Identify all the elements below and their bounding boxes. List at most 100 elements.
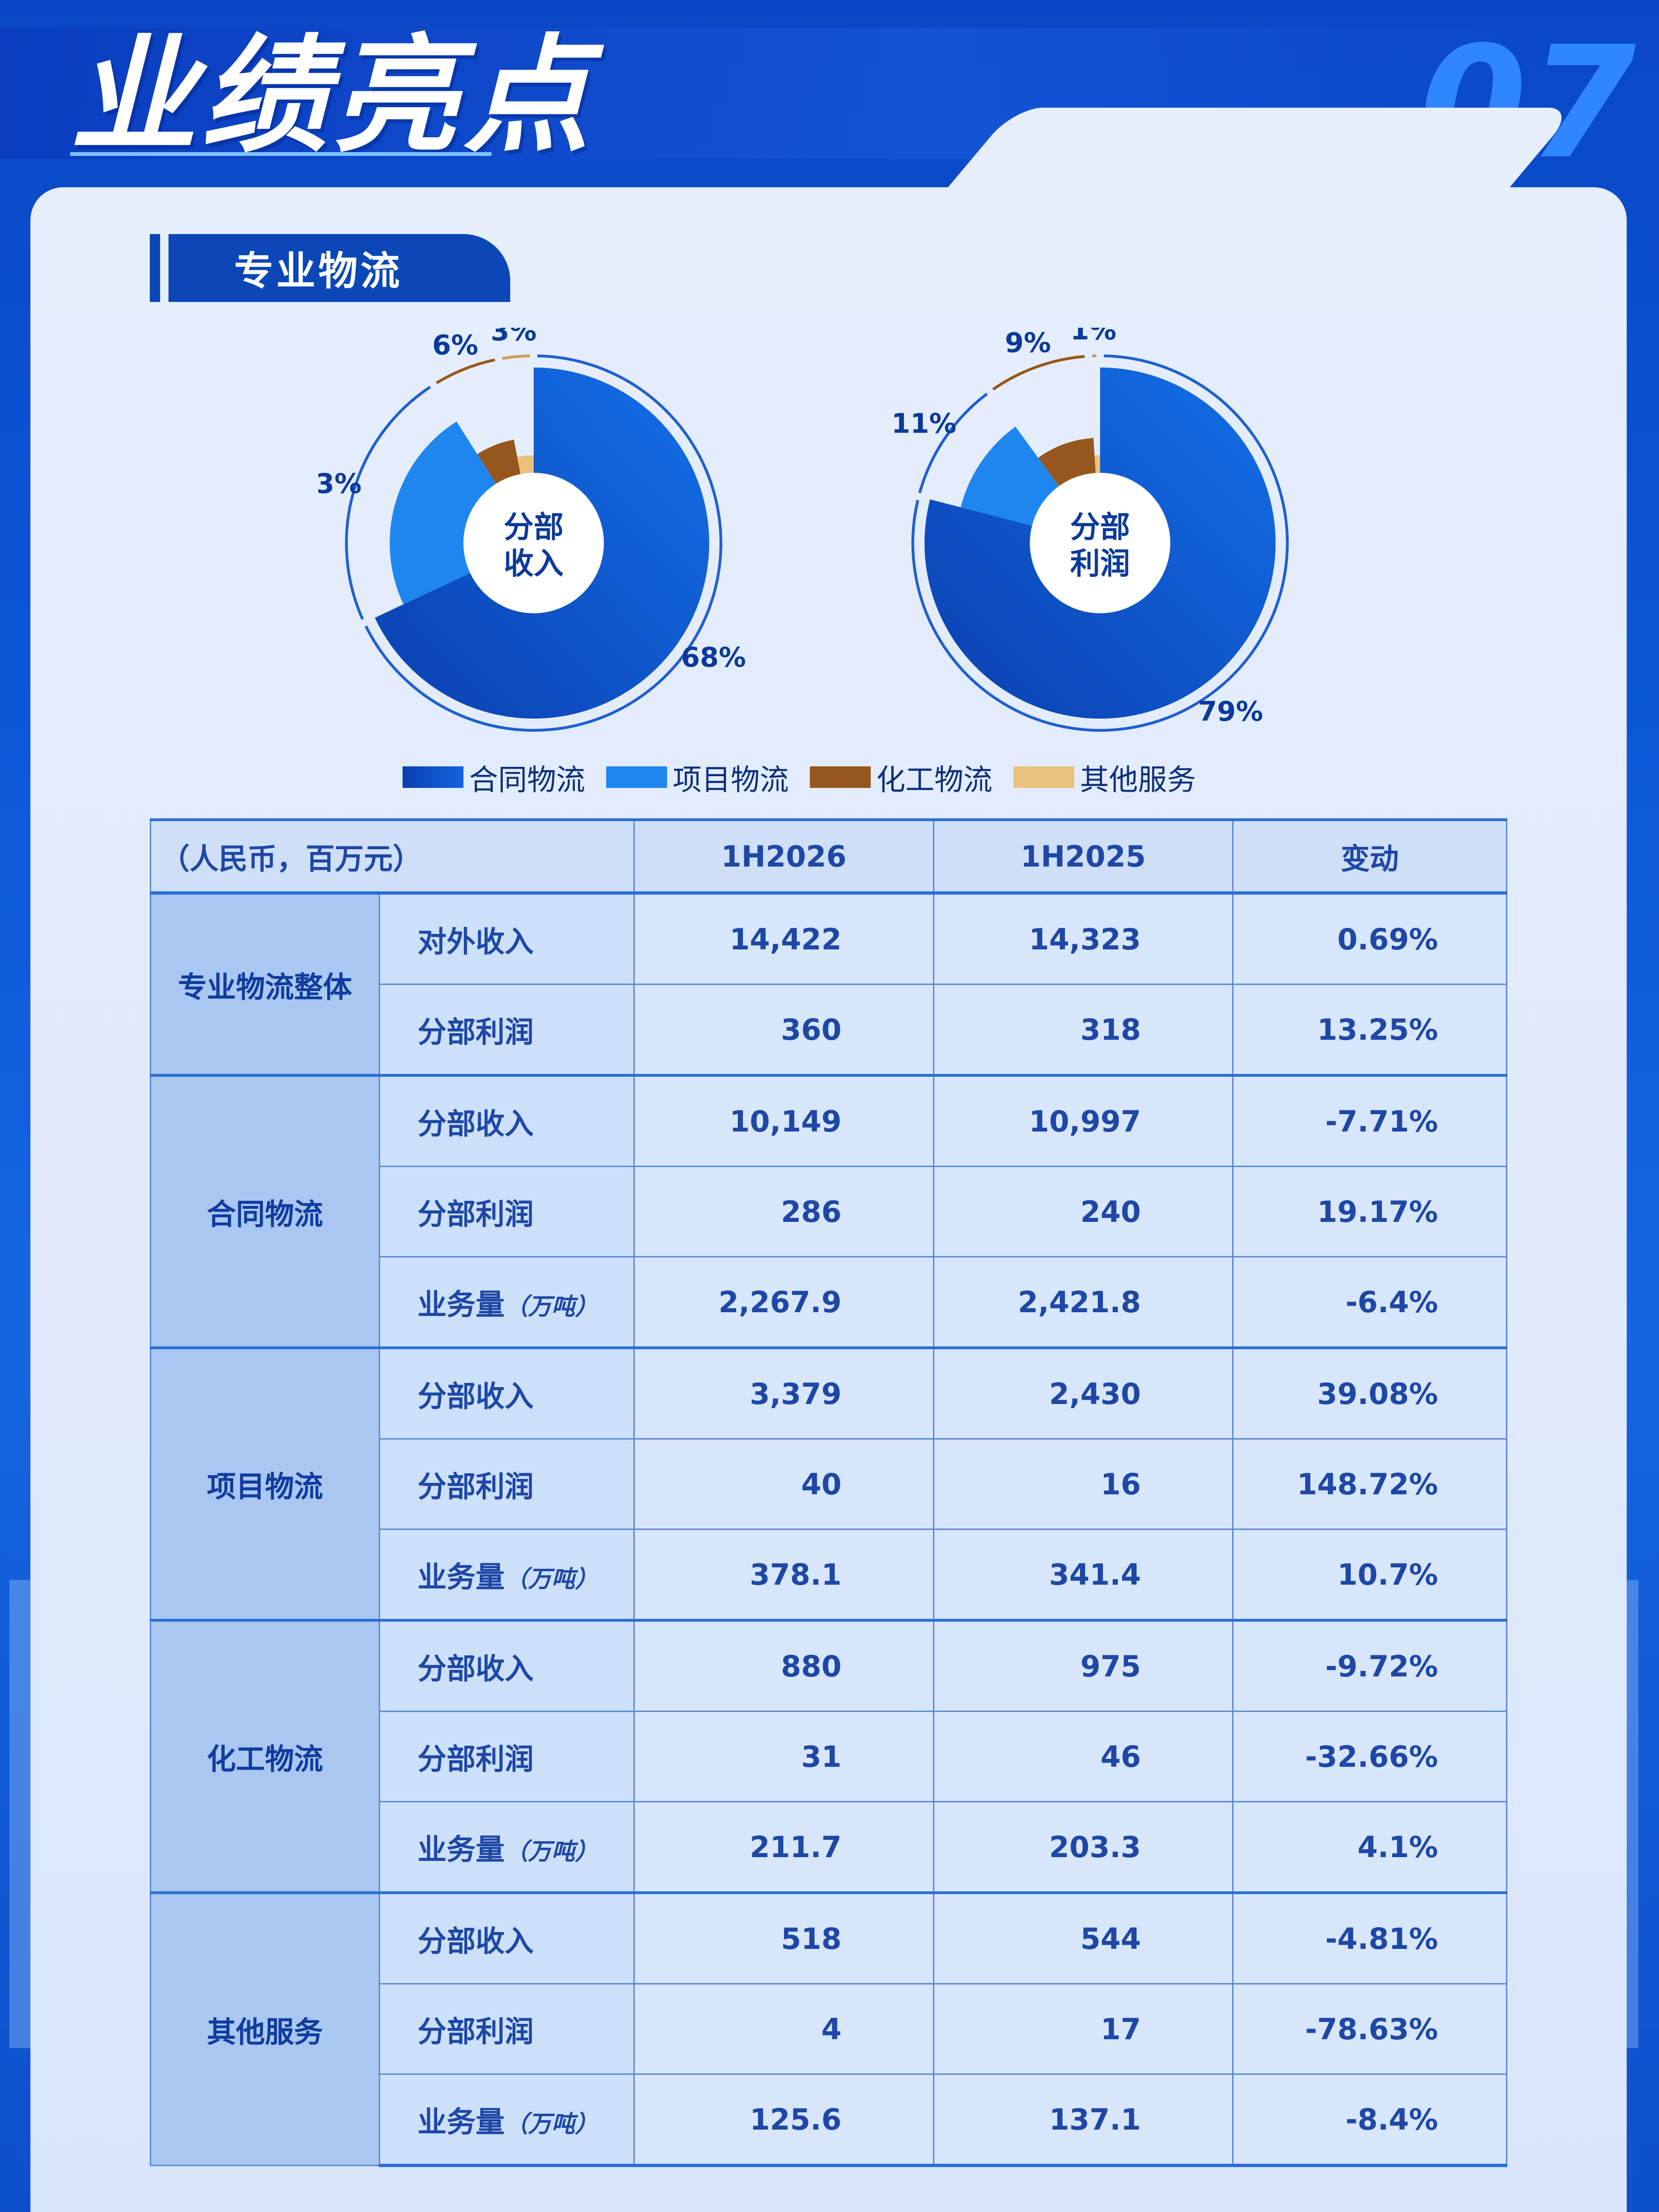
pie-percent-label: 11% <box>891 407 956 439</box>
metric-cell: 分部利润 <box>378 1166 635 1257</box>
table-row: 分部利润 286 240 19.17% <box>151 1166 1507 1257</box>
value-1h2025: 10,997 <box>932 1074 1234 1167</box>
value-1h2025: 17 <box>932 1983 1234 2075</box>
metric-label: 业务量 <box>418 1560 505 1594</box>
table-row: 分部利润 40 16 148.72% <box>151 1438 1507 1530</box>
ring-arc <box>911 354 1289 732</box>
section-title: 专业物流 <box>234 248 403 294</box>
value-change: -8.4% <box>1232 2073 1507 2167</box>
value-1h2026: 125.6 <box>633 2073 934 2167</box>
table-row: 项目物流 分部收入 3,379 2,430 39.08% <box>150 1346 1507 1621</box>
value-1h2026: 40 <box>633 1438 934 1530</box>
legend-label: 化工物流 <box>876 763 993 797</box>
metric-cell: 分部利润 <box>378 984 635 1076</box>
metric-cell: 分部利润 <box>378 1438 635 1530</box>
ring-arc <box>502 354 530 360</box>
metric-label: 分部收入 <box>418 1379 534 1413</box>
header-1h2026: 1H2026 <box>633 818 934 895</box>
section-tag: 专业物流 <box>150 234 510 302</box>
pie-percent-label: 3% <box>491 328 536 347</box>
legend-label: 项目物流 <box>673 763 789 797</box>
value-1h2025: 975 <box>932 1619 1234 1712</box>
value-1h2026: 2,267.9 <box>633 1256 934 1349</box>
value-1h2026: 10,149 <box>633 1074 934 1167</box>
metric-label: 分部收入 <box>418 1107 534 1141</box>
value-1h2026: 286 <box>633 1166 934 1257</box>
table-row: 分部利润 4 17 -78.63% <box>151 1983 1507 2075</box>
pie-percent-label: 79% <box>1198 696 1263 728</box>
ring-arc <box>918 392 988 493</box>
metric-label: 分部利润 <box>418 1470 534 1504</box>
metric-cell: 业务量（万吨） <box>378 2073 635 2167</box>
pie-percent-label: 68% <box>681 641 746 673</box>
pie-center-label: 收入 <box>504 547 564 581</box>
metric-label: 分部利润 <box>418 1742 534 1776</box>
legend-swatch <box>1013 766 1075 788</box>
value-1h2025: 2,430 <box>932 1346 1234 1440</box>
value-change: 39.08% <box>1232 1346 1507 1440</box>
value-1h2025: 46 <box>932 1711 1234 1802</box>
ring-arc <box>364 354 722 732</box>
value-1h2025: 14,323 <box>932 891 1234 985</box>
legend-item: 化工物流 <box>810 756 992 798</box>
value-change: -7.71% <box>1232 1074 1507 1167</box>
group-name: 专业物流整体 <box>150 891 380 1076</box>
value-change: 19.17% <box>1232 1166 1507 1257</box>
metric-cell: 分部收入 <box>378 1074 635 1167</box>
header-1h2025: 1H2025 <box>932 818 1234 895</box>
group-name: 化工物流 <box>150 1619 380 1894</box>
value-change: 10.7% <box>1232 1529 1507 1621</box>
pie-center-label: 分部 <box>504 510 564 545</box>
legend-label: 合同物流 <box>469 763 586 797</box>
table-row: 分部利润 360 318 13.25% <box>151 984 1507 1076</box>
value-1h2026: 211.7 <box>633 1801 934 1894</box>
metric-unit: （万吨） <box>505 1293 599 1320</box>
group-name: 项目物流 <box>150 1346 380 1621</box>
value-change: 4.1% <box>1232 1801 1507 1894</box>
legend-item: 项目物流 <box>606 756 789 798</box>
value-change: -6.4% <box>1232 1256 1507 1349</box>
table-row: 合同物流 分部收入 10,149 10,997 -7.71% <box>150 1074 1507 1349</box>
ring-arc <box>992 355 1085 391</box>
pie-percent-label: 9% <box>1005 328 1051 359</box>
legend-swatch <box>606 766 668 788</box>
value-1h2026: 360 <box>633 984 934 1076</box>
metric-label: 分部收入 <box>418 1924 534 1958</box>
table-row: 业务量（万吨） 2,267.9 2,421.8 -6.4% <box>151 1256 1507 1349</box>
legend-swatch <box>810 766 871 788</box>
metric-label: 业务量 <box>418 2105 505 2139</box>
value-1h2026: 378.1 <box>633 1529 934 1621</box>
value-change: -9.72% <box>1232 1619 1507 1712</box>
legend-item: 合同物流 <box>403 756 585 798</box>
page-title: 业绩亮点 <box>70 22 595 169</box>
pie-percent-label: 1% <box>1070 328 1116 346</box>
table-row: 业务量（万吨） 125.6 137.1 -8.4% <box>151 2073 1507 2167</box>
metric-cell: 业务量（万吨） <box>378 1801 635 1894</box>
value-change: -4.81% <box>1232 1891 1507 1984</box>
metric-unit: （万吨） <box>505 2110 599 2138</box>
legend-item: 其他服务 <box>1013 756 1196 798</box>
value-1h2025: 16 <box>932 1438 1234 1530</box>
table-row: 业务量（万吨） 211.7 203.3 4.1% <box>151 1801 1507 1894</box>
revenue-pie-chart: 分部收入 68% 23% 6% 3% <box>318 328 746 732</box>
metric-unit: （万吨） <box>505 1838 599 1865</box>
table-row: 专业物流整体 对外收入 14,422 14,323 0.69% <box>150 891 1507 1076</box>
metric-cell: 业务量（万吨） <box>378 1256 635 1349</box>
value-change: 148.72% <box>1232 1438 1507 1530</box>
table-row: 化工物流 分部收入 880 975 -9.72% <box>150 1619 1507 1894</box>
metric-label: 业务量 <box>418 1287 505 1322</box>
metric-label: 分部收入 <box>418 1652 534 1686</box>
metric-cell: 分部利润 <box>378 1711 635 1802</box>
title-underline <box>70 152 492 156</box>
metric-cell: 分部收入 <box>378 1619 635 1712</box>
group-name: 其他服务 <box>150 1891 380 2166</box>
value-1h2026: 31 <box>633 1711 934 1802</box>
table-row: 业务量（万吨） 378.1 341.4 10.7% <box>151 1529 1507 1621</box>
value-1h2025: 2,421.8 <box>932 1256 1234 1349</box>
table-header-row: （人民币，百万元） 1H2026 1H2025 变动 <box>149 818 1507 895</box>
pie-center <box>1030 473 1170 613</box>
value-1h2026: 518 <box>633 1891 934 1984</box>
value-1h2025: 341.4 <box>932 1529 1234 1621</box>
metric-label: 对外收入 <box>418 925 534 959</box>
pie-center <box>463 473 604 613</box>
